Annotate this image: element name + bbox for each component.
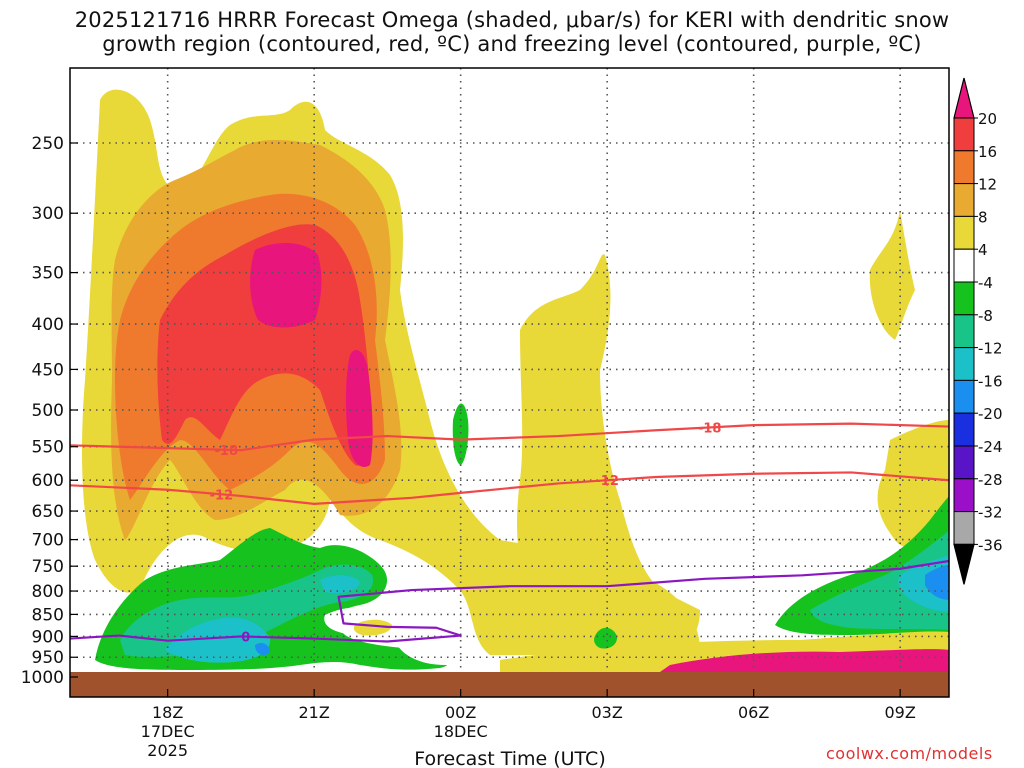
contour-label: -12 [210, 488, 234, 503]
x-tick-label: 17DEC [141, 722, 195, 741]
colorbar-label: -16 [978, 372, 1003, 390]
x-tick-label: 2025 [147, 741, 188, 760]
colorbar-bin [953, 215, 975, 250]
y-tick-label: 600 [32, 471, 64, 491]
colorbar-bin [953, 478, 975, 513]
omega-region-neg16-neg20-right [925, 565, 949, 600]
colorbar-label: -8 [978, 307, 993, 325]
contour-label: 0 [241, 631, 250, 646]
omega-region-neg4-neg8-small [452, 403, 469, 465]
y-tick-label: 400 [32, 315, 64, 335]
x-tick-label: 21Z [299, 703, 330, 722]
omega-region-4-8-right [869, 210, 915, 340]
colorbar-label: -4 [978, 274, 993, 292]
colorbar-bin [953, 412, 975, 447]
x-tick-label: 03Z [592, 703, 623, 722]
colorbar-bin [953, 511, 975, 545]
omega-region-neg12-neg16 [165, 617, 271, 663]
x-axis-title: Forecast Time (UTC) [414, 748, 605, 768]
colorbar-bin [953, 150, 975, 185]
credit-text: coolwx.com/models [826, 744, 993, 763]
omega-region-4-8-farright [877, 420, 949, 547]
omega-region-gt20-a [250, 243, 322, 328]
colorbar-label: 16 [978, 143, 997, 161]
y-tick-label: 800 [32, 582, 64, 602]
y-tick-label: 250 [32, 134, 64, 154]
y-tick-label: 1000 [21, 668, 64, 688]
colorbar-bin [953, 379, 975, 414]
omega-region-yellow-patch [353, 619, 392, 636]
x-tick-label: 18DEC [434, 722, 488, 741]
chart-title: 2025121716 HRRR Forecast Omega (shaded, … [0, 8, 1024, 56]
omega-region-gt20-c [660, 649, 949, 672]
colorbar-bin [953, 445, 975, 480]
colorbar-label: -28 [978, 471, 1003, 489]
colorbar-bin [953, 281, 975, 316]
plot-frame [69, 67, 950, 698]
x-tick-label: 06Z [738, 703, 769, 722]
title-line-1: 2025121716 HRRR Forecast Omega (shaded, … [74, 8, 950, 32]
colorbar-bin [953, 347, 975, 381]
y-tick-label: 850 [32, 605, 64, 625]
colorbar: 20 16 12 8 4 -4 -8 -12 -16 -20 -24 -28 -32 -36 [953, 77, 1003, 585]
omega-region-4-8-midright [517, 254, 700, 661]
colorbar-label: -24 [978, 438, 1003, 456]
colorbar-label: 20 [978, 110, 997, 128]
omega-shading [82, 89, 949, 672]
y-tick-label: 550 [32, 438, 64, 458]
colorbar-label: 12 [978, 176, 997, 194]
x-tick-label: 00Z [445, 703, 476, 722]
y-tick-label: 900 [32, 627, 64, 647]
colorbar-bin [953, 314, 975, 349]
colorbar-label: 4 [978, 241, 988, 259]
colorbar-label: -12 [978, 340, 1003, 358]
contour-line-2 [70, 559, 949, 643]
colorbar-top-arrow [953, 77, 975, 119]
colorbar-label: -20 [978, 405, 1003, 423]
colorbar-bin [953, 183, 975, 217]
y-axis: 2503003504004505005506006507007508008509… [21, 134, 78, 688]
omega-region-neg4-neg8-dot [594, 627, 618, 649]
y-tick-label: 450 [32, 360, 64, 380]
omega-region-neg12-neg16-b [320, 575, 360, 594]
contour-label: -18 [698, 421, 722, 436]
title-line-2: growth region (contoured, red, ºC) and f… [102, 32, 922, 56]
omega-region-neg8-neg12-right [810, 530, 949, 630]
y-tick-label: 650 [32, 502, 64, 522]
y-tick-label: 300 [32, 204, 64, 224]
colorbar-bin [953, 248, 975, 283]
contour-line-1 [70, 471, 949, 505]
contour-line-0 [70, 422, 949, 452]
y-tick-label: 750 [32, 557, 64, 577]
x-tick-label: 09Z [885, 703, 916, 722]
colorbar-label: 8 [978, 208, 988, 226]
y-tick-label: 500 [32, 401, 64, 421]
colorbar-label: -32 [978, 504, 1003, 522]
y-tick-label: 950 [32, 648, 64, 668]
y-tick-label: 350 [32, 264, 64, 284]
x-tick-label: 18Z [152, 703, 183, 722]
colorbar-bottom-arrow [953, 543, 975, 585]
terrain-strip [70, 672, 949, 697]
colorbar-bin [953, 117, 975, 152]
omega-region-neg16-neg20 [255, 642, 270, 656]
temperature-contours: -18 -18 -12 -12 0 [70, 421, 949, 646]
contour-label: -12 [595, 474, 619, 489]
contour-label: -18 [215, 444, 239, 459]
y-tick-label: 700 [32, 531, 64, 551]
colorbar-label: -36 [978, 536, 1003, 554]
